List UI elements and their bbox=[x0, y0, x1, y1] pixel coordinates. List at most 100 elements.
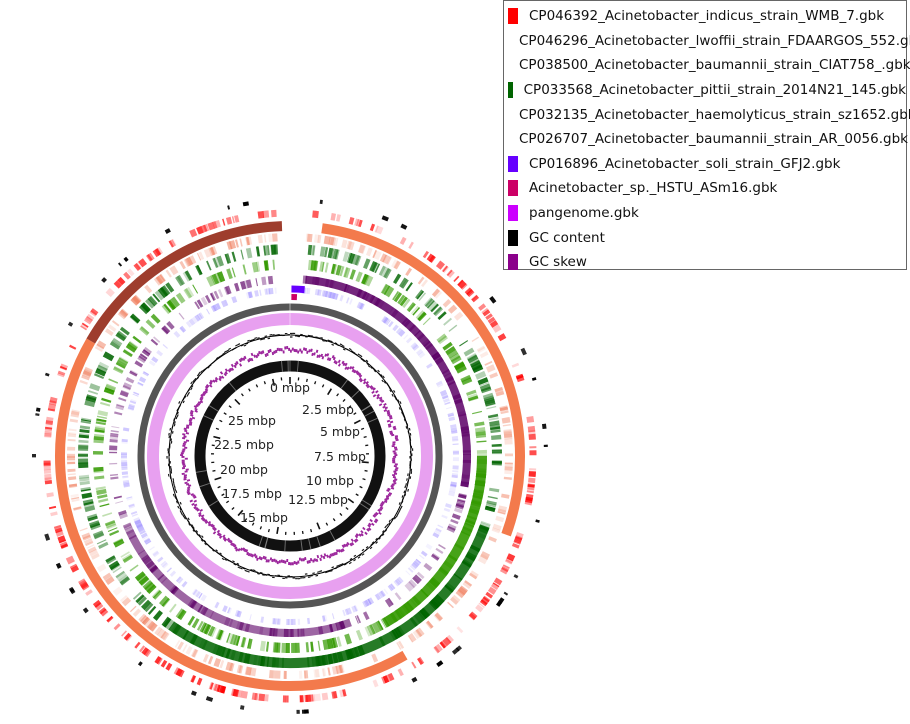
soli-ring bbox=[137, 381, 144, 387]
soli-ring bbox=[129, 398, 137, 405]
gc-skew-trace bbox=[326, 357, 330, 361]
indicus-ring bbox=[358, 219, 363, 228]
haemolyticus-ring bbox=[375, 620, 384, 632]
soli-ring bbox=[324, 290, 330, 298]
baumannii-ciat-inner bbox=[107, 324, 117, 332]
soli-ring bbox=[254, 290, 259, 297]
gc-content-trace bbox=[242, 567, 246, 570]
soli-ring bbox=[441, 393, 449, 399]
baumannii-ciat-inner bbox=[488, 536, 497, 543]
scale-tick bbox=[353, 419, 361, 425]
soli-ring bbox=[148, 360, 156, 367]
indicus-ring bbox=[457, 279, 467, 289]
gc-skew-trace bbox=[246, 551, 250, 556]
baumannii-ciat-inner bbox=[407, 635, 414, 643]
soli-ring bbox=[188, 318, 196, 326]
gc-content-trace bbox=[331, 566, 335, 569]
ar0056-ring bbox=[194, 301, 201, 310]
gc-skew-trace bbox=[355, 538, 359, 542]
pittii-ring bbox=[86, 394, 97, 400]
baumannii-ciat-inner bbox=[83, 366, 93, 374]
soli-ring bbox=[324, 290, 329, 298]
baumannii-ciat-inner bbox=[453, 311, 464, 321]
soli-ring bbox=[392, 324, 399, 332]
outer-markers bbox=[67, 321, 74, 327]
indicus-ring bbox=[417, 657, 424, 665]
gc-skew-trace bbox=[224, 368, 229, 372]
scale-tick bbox=[332, 518, 336, 522]
gc-skew-trace bbox=[364, 531, 368, 536]
gc-skew-trace bbox=[203, 519, 208, 523]
gc-skew-trace bbox=[335, 549, 339, 553]
baumannii-ciat-inner bbox=[476, 345, 486, 352]
soli-ring bbox=[413, 560, 420, 567]
scale-label: 7.5 mbp bbox=[314, 449, 366, 464]
soli-ring bbox=[434, 529, 441, 535]
gc-skew-trace bbox=[339, 549, 344, 553]
scale-ring-gap bbox=[340, 379, 348, 389]
gc-skew-trace bbox=[385, 496, 390, 500]
gc-content-trace bbox=[259, 571, 263, 574]
soli-ring bbox=[381, 316, 389, 324]
pittii-ring bbox=[433, 594, 445, 605]
soli-ring bbox=[196, 313, 203, 320]
baumannii-ciat-inner bbox=[238, 665, 244, 674]
soli-ring bbox=[415, 558, 422, 564]
baumannii-ciat-inner bbox=[96, 340, 107, 349]
gc-skew-trace bbox=[371, 522, 375, 526]
haemolyticus-ring bbox=[330, 638, 336, 649]
pittii-ring bbox=[224, 253, 232, 264]
ar0056-ring bbox=[213, 290, 220, 300]
indicus-ring bbox=[411, 661, 417, 669]
pittii-ring bbox=[463, 347, 475, 357]
indicus-ring bbox=[154, 655, 162, 664]
baumannii-ciat-inner bbox=[455, 590, 464, 599]
pittii-ring bbox=[369, 260, 378, 273]
indicus-ring bbox=[428, 255, 437, 264]
soli-ring bbox=[137, 381, 144, 386]
pittii-ring bbox=[332, 652, 339, 664]
gc-skew-trace bbox=[386, 419, 391, 423]
indicus-ring bbox=[141, 647, 149, 656]
baumannii-ciat-inner bbox=[198, 251, 205, 260]
ar0056-ring bbox=[122, 522, 132, 529]
gc-content-trace bbox=[174, 495, 177, 499]
indicus-ring bbox=[372, 679, 379, 688]
baumannii-ciat-inner bbox=[462, 580, 472, 589]
baumannii-ciat-inner bbox=[177, 641, 185, 651]
indicus-ring bbox=[68, 560, 76, 565]
gc-content-trace bbox=[184, 395, 187, 399]
gc-content-trace bbox=[220, 354, 224, 357]
pittii-ring bbox=[396, 627, 403, 637]
indicus-ring bbox=[433, 646, 440, 654]
ar0056-ring bbox=[408, 579, 417, 588]
haemolyticus-ring bbox=[226, 268, 233, 280]
scale-ring-gap bbox=[359, 503, 370, 510]
baumannii-ciat-inner bbox=[213, 657, 222, 668]
haemolyticus-ring bbox=[364, 626, 372, 637]
indicus-ring bbox=[428, 254, 436, 263]
haemolyticus-ring bbox=[355, 629, 363, 641]
ar0056-ring bbox=[434, 356, 444, 365]
pittii-ring bbox=[141, 302, 151, 312]
haemolyticus-ring bbox=[94, 427, 106, 434]
gc-content-trace bbox=[182, 514, 185, 518]
pittii-ring bbox=[374, 263, 381, 274]
gc-content-trace bbox=[352, 351, 356, 354]
legend-label: GC content bbox=[529, 229, 605, 246]
baumannii-ciat-inner bbox=[431, 288, 441, 297]
soli-ring bbox=[227, 607, 231, 614]
ar0056-ring bbox=[190, 600, 198, 609]
soli-ring bbox=[353, 605, 359, 612]
haemolyticus-ring bbox=[412, 307, 421, 316]
haemolyticus-ring bbox=[113, 366, 124, 373]
pittii-ring bbox=[88, 520, 101, 529]
ar0056-ring bbox=[196, 299, 204, 308]
gc-content-trace bbox=[264, 574, 268, 576]
soli-ring bbox=[248, 291, 253, 299]
soli-ring bbox=[374, 594, 379, 601]
indicus-ring bbox=[464, 287, 473, 295]
gc-skew-trace bbox=[193, 503, 198, 507]
baumannii-ciat-inner bbox=[121, 597, 132, 607]
soli-ring bbox=[213, 304, 219, 311]
